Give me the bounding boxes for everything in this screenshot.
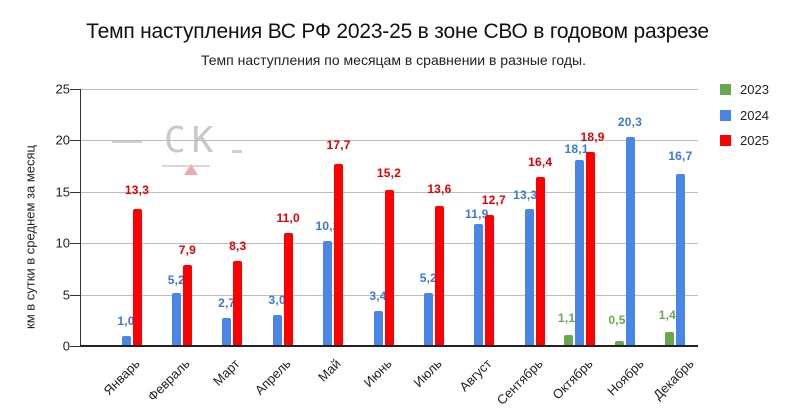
bar-2025-8[interactable] (535, 177, 545, 346)
y-tick-label: 5 (62, 287, 70, 303)
data-label-2025: 17,7 (326, 138, 351, 153)
chart-subtitle: Темп наступления по месяцам в сравнении … (0, 52, 795, 68)
y-tick (70, 346, 80, 347)
data-label-2024: 11,9 (465, 206, 489, 221)
x-tick-label: Январь (99, 356, 143, 399)
bar-2024-6[interactable] (423, 292, 433, 346)
bar-2025-1[interactable] (182, 264, 192, 346)
data-label-2024: 20,3 (617, 115, 643, 130)
x-tick-label: Июль (410, 356, 445, 391)
x-axis-line (80, 345, 698, 347)
x-tick-label: Февраль (144, 356, 193, 404)
y-tick (70, 89, 80, 90)
x-tick-label: Июнь (360, 356, 395, 390)
legend-label: 2025 (740, 133, 769, 148)
x-tick-label: Март (210, 356, 243, 389)
data-label-2024: 3,0 (268, 293, 286, 308)
x-tick-label: Май (315, 356, 344, 385)
bar-2024-1[interactable] (171, 292, 181, 346)
y-tick (70, 294, 80, 296)
gridline (80, 89, 698, 90)
y-axis-title: км в сутки в среднем за месяц (22, 145, 38, 329)
data-label-2024: 18,1 (564, 141, 589, 156)
y-axis-line (80, 89, 81, 346)
x-tick-label: Октябрь (549, 356, 596, 403)
bar-2025-7[interactable] (485, 215, 495, 346)
y-tick-label: 25 (55, 81, 70, 97)
data-label-2024: 16,7 (668, 149, 693, 164)
y-tick-label: 10 (55, 235, 70, 251)
bar-2025-5[interactable] (384, 189, 394, 346)
bar-2025-3[interactable] (283, 232, 293, 346)
y-tick-label: 15 (55, 184, 70, 200)
data-label-2025: 11,0 (276, 210, 300, 225)
data-label-2025: 12,7 (481, 193, 506, 208)
legend-label: 2023 (740, 82, 769, 97)
y-tick (70, 243, 80, 245)
bar-2024-11[interactable] (675, 174, 685, 346)
data-label-2025: 16,4 (528, 155, 553, 170)
bar-2024-3[interactable] (272, 315, 282, 346)
y-tick-label: 20 (55, 132, 70, 148)
x-tick-label: Август (456, 356, 495, 395)
legend-swatch-icon (720, 84, 731, 95)
bar-2025-0[interactable] (132, 209, 142, 346)
chart-subtitle-text: Темп наступления по месяцам в сравнении … (200, 52, 586, 68)
data-label-2025: 13,6 (427, 182, 452, 197)
data-label-2023: 1,1 (557, 310, 576, 325)
bar-2024-9[interactable] (575, 159, 585, 346)
plot-area: 0 5 10 15 20 25 1,0 13,3 5,2 7,9 2,7 8,3 3,0 11,0 10,2… (56, 82, 698, 354)
bar-2024-4[interactable] (323, 241, 333, 346)
y-tick (70, 191, 80, 193)
data-label-2023: 1,4 (658, 307, 677, 322)
bar-2024-0[interactable] (121, 335, 131, 346)
bar-2025-9[interactable] (586, 151, 596, 346)
gridline (80, 140, 698, 142)
legend-swatch-icon (720, 109, 731, 121)
y-tick (70, 140, 80, 142)
y-tick-label: 0 (62, 338, 70, 354)
bar-2025-2[interactable] (233, 260, 243, 346)
data-label-2025: 8,3 (229, 238, 247, 253)
data-label-2024: 13,3 (513, 188, 538, 203)
bar-2024-5[interactable] (373, 311, 383, 346)
bar-2023-9[interactable] (564, 334, 574, 346)
x-tick-label: Апрель (251, 356, 294, 398)
bar-2025-4[interactable] (334, 164, 344, 346)
data-label-2025: 13,3 (124, 183, 150, 198)
legend-label: 2024 (740, 107, 769, 123)
x-tick-label: Сентябрь (493, 356, 546, 408)
data-label-2024: 5,2 (167, 272, 186, 287)
bar-2024-10[interactable] (625, 137, 635, 346)
data-label-2025: 7,9 (178, 242, 197, 257)
bar-2025-6[interactable] (434, 206, 444, 346)
bar-2023-11[interactable] (664, 331, 674, 346)
data-label-2024: 10,2 (315, 219, 340, 234)
data-label-2024: 3,4 (369, 289, 387, 304)
data-label-2024: 5,2 (419, 270, 438, 285)
data-label-2025: 18,9 (580, 129, 605, 144)
x-tick-label: Декабрь (650, 356, 697, 403)
bar-2024-2[interactable] (222, 318, 232, 346)
chart-title: Темп наступления ВС РФ 2023-25 в зоне СВ… (86, 20, 709, 43)
bar-2024-7[interactable] (474, 223, 484, 346)
x-tick-label: Ноябрь (603, 356, 647, 399)
bar-2023-10[interactable] (614, 340, 624, 346)
bar-2024-8[interactable] (524, 209, 534, 346)
legend-swatch-icon (720, 135, 731, 146)
data-label-2023: 0,5 (608, 312, 626, 327)
data-label-2024: 1,0 (117, 313, 135, 328)
data-label-2024: 2,7 (218, 296, 236, 311)
data-label-2025: 15,2 (376, 165, 402, 180)
